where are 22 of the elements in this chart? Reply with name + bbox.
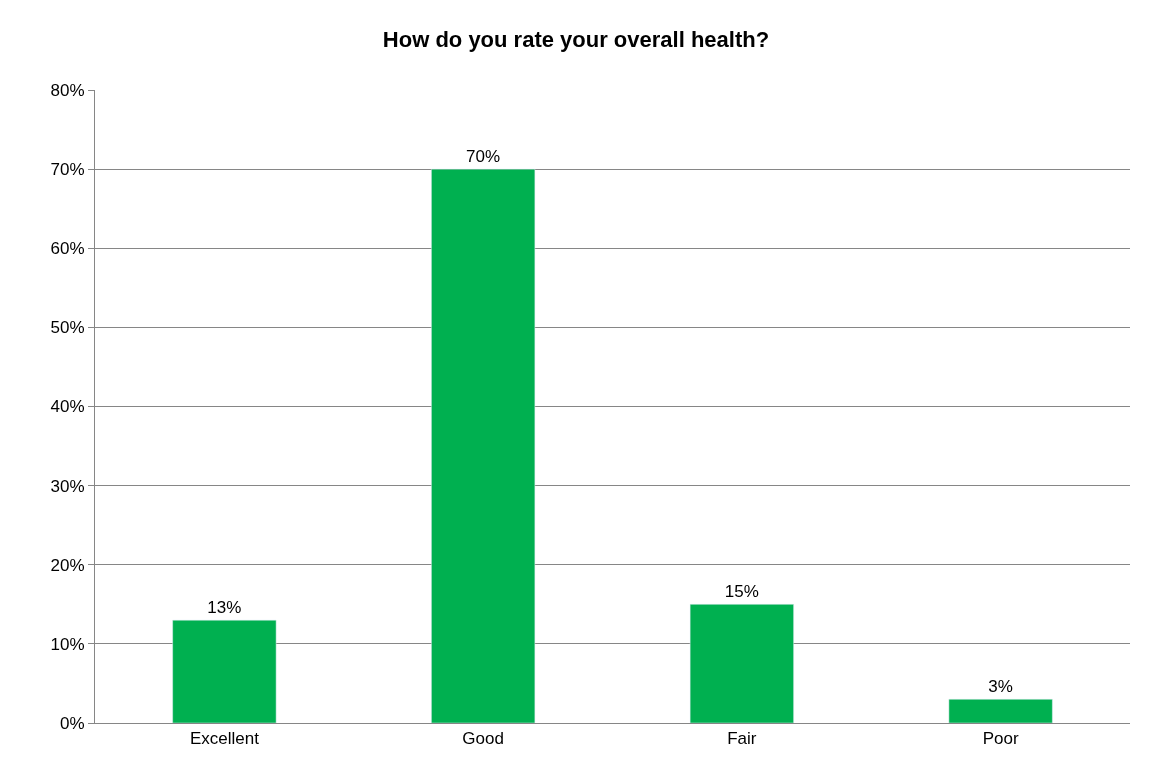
y-tick-label: 50%: [50, 318, 85, 338]
y-tick-label: 60%: [50, 239, 85, 259]
y-tick-label: 80%: [50, 80, 85, 100]
data-label: 3%: [988, 677, 1013, 697]
bar: [172, 619, 277, 723]
y-tick-label: 20%: [50, 555, 85, 575]
x-tick-label: Excellent: [189, 729, 260, 749]
data-label: 70%: [466, 147, 501, 167]
data-label: 13%: [207, 598, 242, 618]
y-tick-label: 0%: [60, 713, 85, 733]
x-tick-label: Good: [462, 729, 504, 749]
bar: [431, 168, 536, 723]
bar: [689, 604, 794, 723]
bar: [948, 699, 1053, 723]
x-tick-label: Fair: [727, 729, 757, 749]
x-tick-label: Poor: [982, 729, 1019, 749]
y-tick-label: 70%: [50, 160, 85, 180]
y-tick-label: 40%: [50, 397, 85, 417]
chart-title: How do you rate your overall health?: [382, 26, 770, 52]
data-label: 15%: [724, 582, 759, 602]
y-tick-label: 10%: [50, 634, 85, 654]
y-tick-label: 30%: [50, 476, 85, 496]
